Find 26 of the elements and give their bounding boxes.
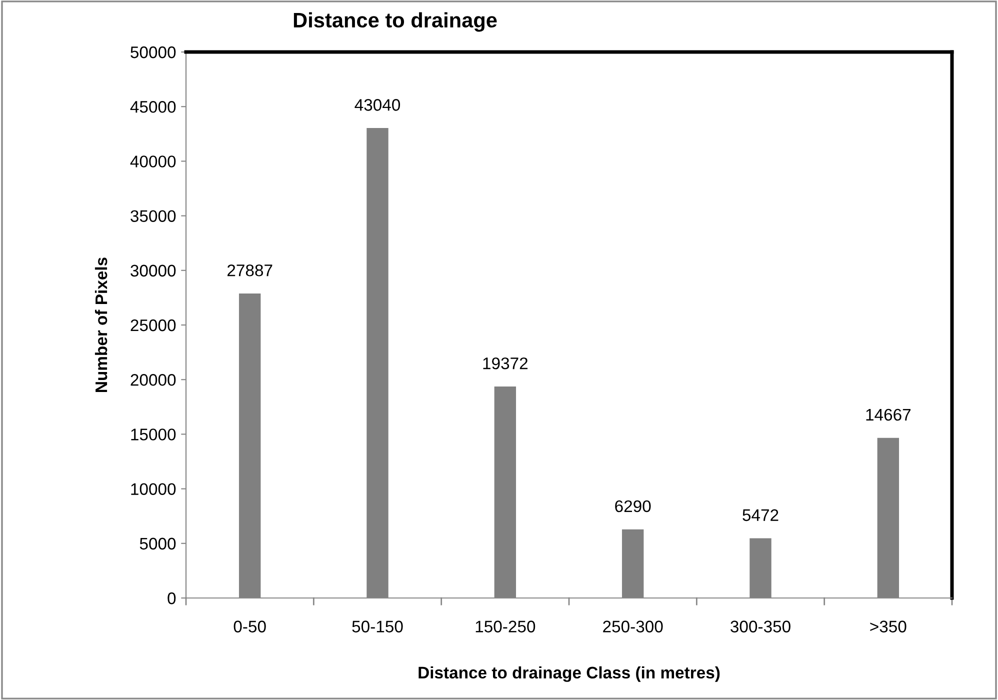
y-tick-label: 25000 — [130, 319, 176, 332]
y-tick-label: 50000 — [130, 46, 176, 58]
y-tick-label: 45000 — [130, 101, 176, 113]
chart-title: Distance to drainage — [294, 12, 497, 32]
x-tick-label: 150-250 — [476, 620, 536, 632]
y-tick-label: 30000 — [130, 264, 176, 277]
x-tick-label: 250-300 — [603, 620, 663, 632]
data-label: 6290 — [615, 500, 651, 512]
data-label: 14667 — [866, 408, 911, 421]
y-tick-label: 10000 — [131, 483, 176, 496]
data-label: 27887 — [228, 264, 272, 276]
y-axis-title: Number of Pixels — [94, 258, 108, 392]
y-tick-label: 5000 — [140, 538, 176, 550]
data-label: 43040 — [354, 99, 400, 111]
x-tick-label: 0-50 — [234, 620, 266, 632]
y-tick-label: 35000 — [130, 210, 176, 222]
x-tick-label: 300-350 — [730, 620, 790, 632]
y-tick-label: 40000 — [130, 156, 176, 168]
data-label: 19372 — [483, 357, 528, 370]
data-label: 5472 — [742, 509, 778, 522]
y-tick-label: 20000 — [130, 374, 176, 386]
y-tick-label: 15000 — [131, 428, 176, 440]
x-axis-title: Distance to drainage Class (in metres) — [418, 666, 720, 682]
x-tick-label: >350 — [870, 620, 906, 632]
y-tick-label: 0 — [168, 592, 176, 604]
x-tick-label: 50-150 — [352, 620, 403, 632]
